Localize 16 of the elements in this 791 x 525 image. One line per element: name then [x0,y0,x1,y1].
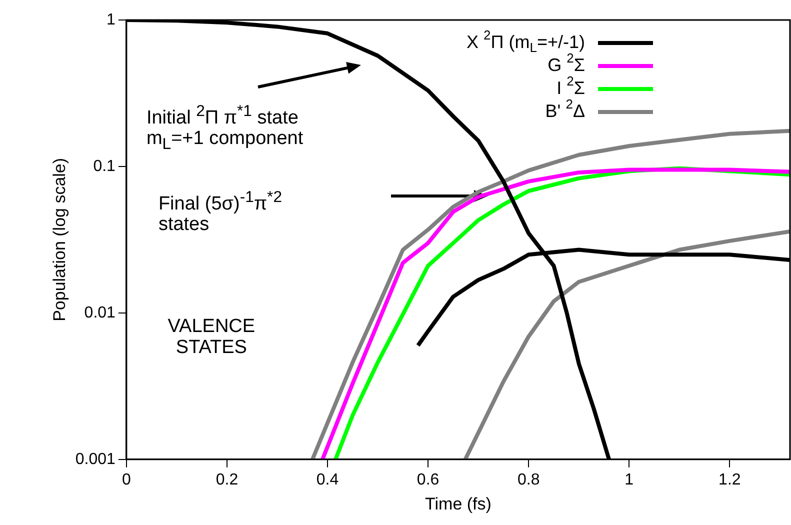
x-tick-label: 0.8 [517,471,540,488]
text: Final (5σ)$^{-1}$π$^{*2}$ states [158,189,282,236]
x-tick-label: 0 [122,471,131,488]
y-tick-label: 0.1 [93,158,116,175]
text: Initial $^{2}$Π π$^{*1}$ state m$_{L}$=+1 component [146,103,304,154]
y-axis-title: Population (log scale) [50,158,69,322]
y-tick-label: 0.01 [84,304,116,322]
y-tick-label: 0.001 [75,450,116,468]
annotation: VALENCE STATES [168,316,256,358]
x-tick-label: 0.4 [316,471,339,488]
x-tick-label: 0.6 [416,471,440,488]
x-tick-label: 1 [624,471,634,488]
x-axis-title: Time (fs) [425,494,492,514]
x-tick-label: 0.2 [216,471,238,488]
y-tick-label: 1 [106,11,116,28]
x-tick-label: 1.2 [718,471,741,488]
